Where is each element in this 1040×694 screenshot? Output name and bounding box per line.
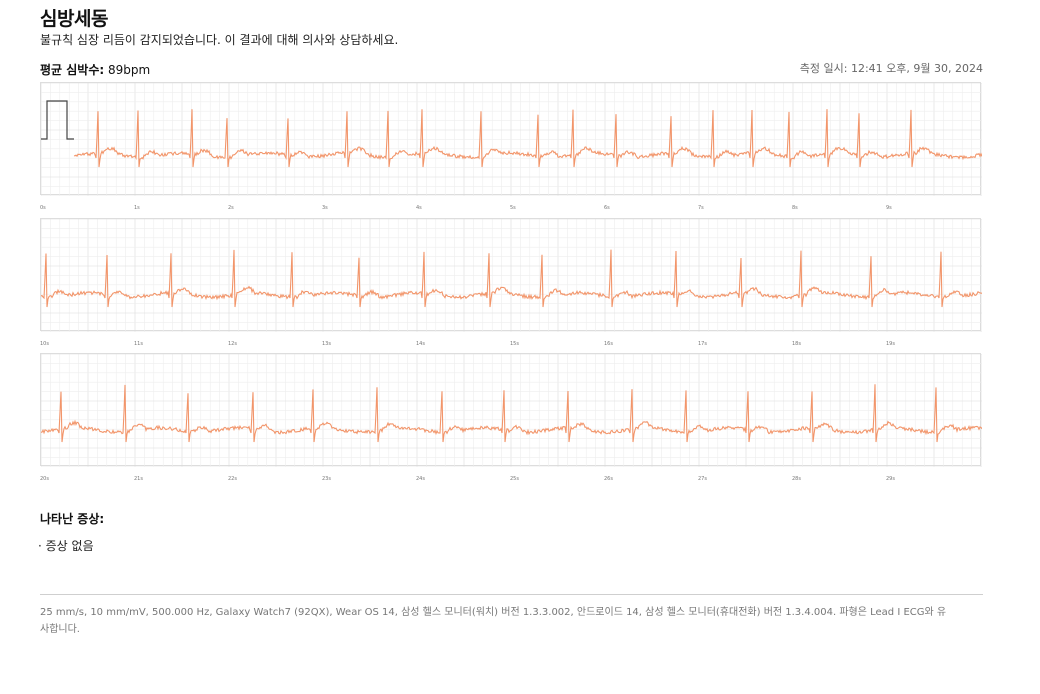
tick-label: 4s xyxy=(416,205,422,211)
tick-label: 15s xyxy=(510,341,519,347)
tick-label: 0s xyxy=(40,205,46,211)
tick-label: 7s xyxy=(698,205,704,211)
tick-label: 17s xyxy=(698,341,707,347)
ecg-strip-1 xyxy=(40,82,982,196)
symptoms-title: 나타난 증상: xyxy=(40,512,105,526)
tick-label: 12s xyxy=(228,341,237,347)
device-info-footer: 25 mm/s, 10 mm/mV, 500.000 Hz, Galaxy Wa… xyxy=(40,607,947,635)
tick-label: 18s xyxy=(792,341,801,347)
ecg-strip-2 xyxy=(40,218,982,332)
tick-label: 22s xyxy=(228,476,237,482)
tick-label: 5s xyxy=(510,205,516,211)
tick-label: 10s xyxy=(40,341,49,347)
ecg-strip-1-chart xyxy=(41,83,982,196)
ecg-strip-2-chart xyxy=(41,219,982,332)
tick-label: 20s xyxy=(40,476,49,482)
tick-label: 13s xyxy=(322,341,331,347)
tick-label: 27s xyxy=(698,476,707,482)
tick-label: 28s xyxy=(792,476,801,482)
tick-label: 6s xyxy=(604,205,610,211)
tick-label: 26s xyxy=(604,476,613,482)
average-heart-rate: 평균 심박수: 89bpm xyxy=(40,61,150,78)
calibration-pulse xyxy=(41,100,74,140)
tick-label: 1s xyxy=(134,205,140,211)
ecg-strip-1-ticks: 0s 1s 2s 3s 4s 5s 6s 7s 8s 9s xyxy=(40,205,981,215)
ecg-trace-2 xyxy=(41,249,982,308)
ecg-trace-1 xyxy=(73,109,982,168)
tick-label: 9s xyxy=(886,205,892,211)
ecg-trace-3 xyxy=(41,384,982,443)
tick-label: 2s xyxy=(228,205,234,211)
tick-label: 14s xyxy=(416,341,425,347)
average-heart-rate-label: 평균 심박수: xyxy=(40,63,105,77)
tick-label: 25s xyxy=(510,476,519,482)
symptom-item: · 증상 없음 xyxy=(38,539,94,553)
tick-label: 19s xyxy=(886,341,895,347)
tick-label: 8s xyxy=(792,205,798,211)
tick-label: 11s xyxy=(134,341,143,347)
tick-label: 21s xyxy=(134,476,143,482)
ecg-strip-2-ticks: 10s 11s 12s 13s 14s 15s 16s 17s 18s 19s xyxy=(40,341,981,351)
tick-label: 16s xyxy=(604,341,613,347)
diagnosis-subtitle: 불규칙 심장 리듬이 감지되었습니다. 이 결과에 대해 의사와 상담하세요. xyxy=(40,33,399,47)
tick-label: 24s xyxy=(416,476,425,482)
footer-divider xyxy=(40,594,983,595)
ecg-strip-3-chart xyxy=(41,354,982,467)
tick-label: 3s xyxy=(322,205,328,211)
average-heart-rate-value: 89bpm xyxy=(108,63,151,77)
ecg-strip-3-ticks: 20s 21s 22s 23s 24s 25s 26s 27s 28s 29s xyxy=(40,476,981,486)
measurement-date: 측정 일시: 12:41 오후, 9월 30, 2024 xyxy=(799,62,983,75)
ecg-strip-3 xyxy=(40,353,982,467)
tick-label: 23s xyxy=(322,476,331,482)
tick-label: 29s xyxy=(886,476,895,482)
diagnosis-title: 심방세동 xyxy=(40,8,108,30)
